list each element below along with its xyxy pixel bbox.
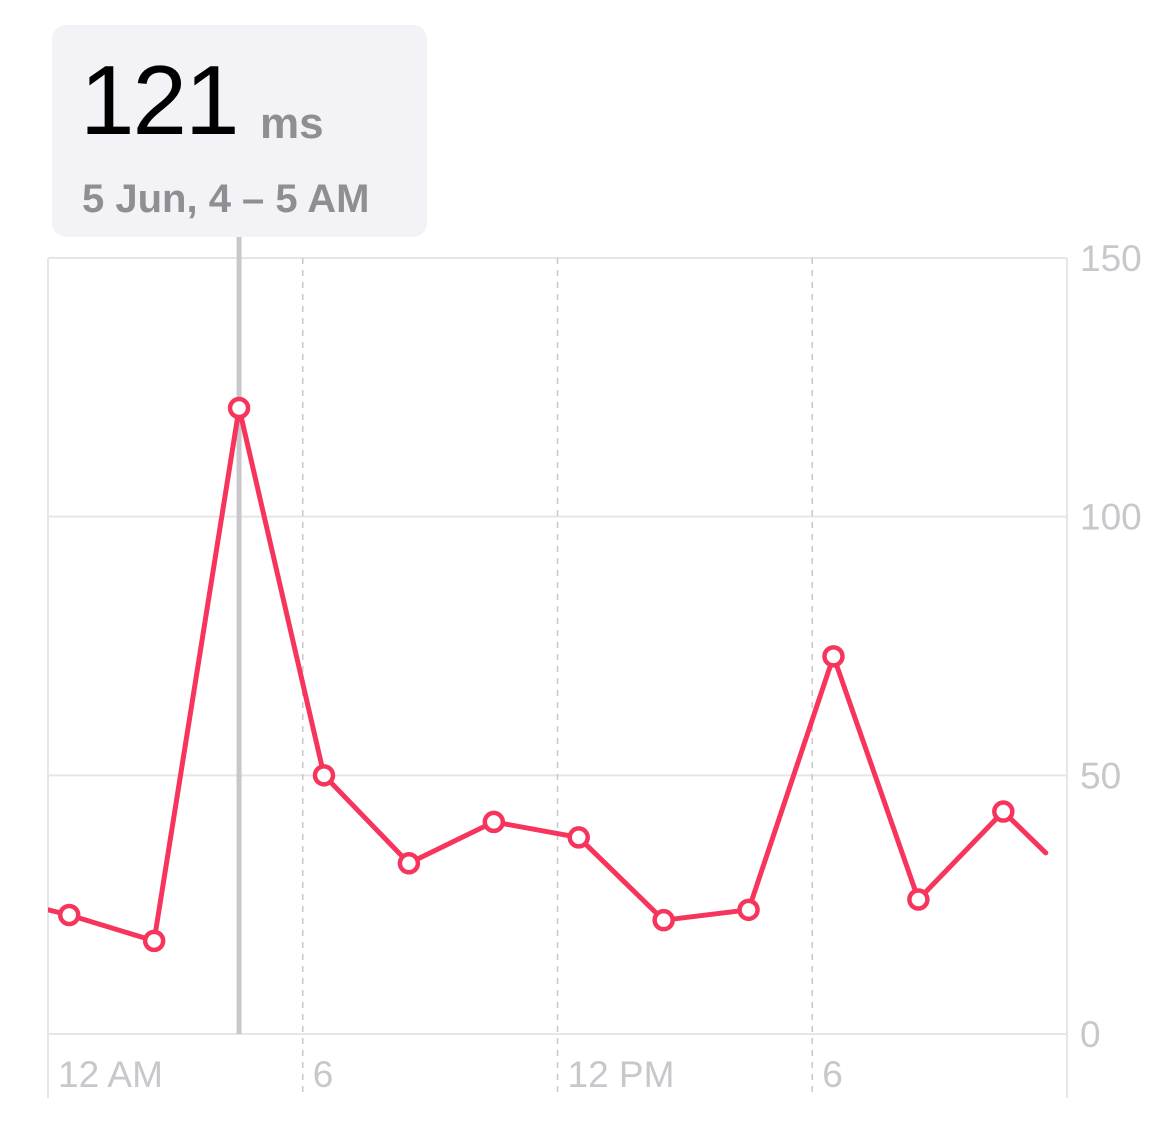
axis-labels: 0 50 100 150 12 AM 6 12 PM 6	[58, 238, 1142, 1095]
data-point-3[interactable]	[227, 396, 251, 420]
data-point-4[interactable]	[312, 764, 336, 787]
x-tick-label-3: 6	[822, 1054, 843, 1095]
x-tick-label-1: 6	[313, 1054, 334, 1095]
series-line-layer	[48, 405, 1049, 944]
tooltip-unit: ms	[260, 99, 324, 148]
data-points-layer[interactable]	[57, 396, 1015, 953]
series-line-0	[48, 405, 1049, 944]
y-tick-label-150: 150	[1080, 238, 1142, 279]
y-tick-label-50: 50	[1080, 755, 1121, 796]
data-point-11[interactable]	[907, 888, 930, 911]
data-point-12[interactable]	[992, 800, 1015, 823]
y-tick-label-100: 100	[1080, 497, 1142, 538]
x-tick-label-0: 12 AM	[58, 1054, 163, 1095]
data-point-1[interactable]	[57, 903, 81, 927]
data-point-2[interactable]	[142, 929, 166, 953]
data-point-6[interactable]	[482, 810, 506, 834]
chart-grid	[47, 257, 1068, 1098]
data-point-8[interactable]	[652, 908, 675, 932]
value-tooltip: 121 ms 5 Jun, 4 – 5 AM	[52, 25, 427, 237]
data-point-5[interactable]	[397, 852, 421, 875]
y-tick-label-0: 0	[1080, 1014, 1101, 1055]
tooltip-value: 121	[80, 45, 240, 155]
tooltip-date: 5 Jun, 4 – 5 AM	[82, 177, 370, 221]
data-point-7[interactable]	[567, 826, 590, 849]
x-tick-label-2: 12 PM	[568, 1054, 675, 1095]
data-point-10[interactable]	[822, 645, 845, 668]
data-point-9[interactable]	[737, 898, 760, 922]
